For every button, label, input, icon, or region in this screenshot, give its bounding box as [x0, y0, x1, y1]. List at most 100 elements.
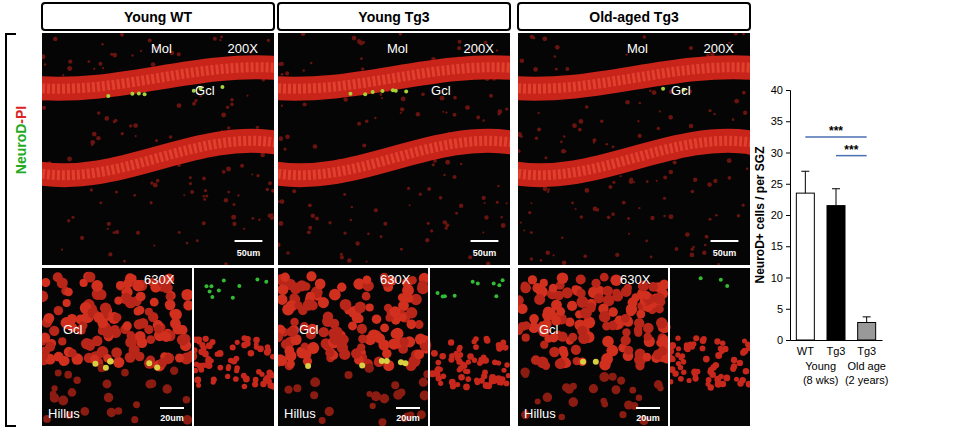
texture-cell — [577, 326, 587, 336]
texture-cell — [663, 175, 667, 179]
texture-cell — [460, 163, 462, 165]
texture-cell — [398, 313, 406, 321]
texture-cell — [178, 231, 181, 234]
texture-cell — [325, 407, 334, 416]
texture-cell — [233, 356, 239, 362]
texture-cell — [458, 374, 465, 381]
texture-cell — [251, 217, 254, 220]
texture-cell — [357, 39, 361, 43]
texture-cell — [730, 366, 736, 372]
texture-cell — [256, 174, 259, 177]
texture-cell — [383, 222, 387, 226]
texture-cell — [570, 383, 577, 390]
texture-cell — [156, 179, 160, 183]
error-bar — [832, 189, 840, 206]
texture-cell — [673, 160, 677, 164]
texture-cell — [287, 360, 295, 368]
significance-label: *** — [829, 124, 843, 138]
texture-cell — [453, 113, 457, 117]
texture-green — [593, 359, 599, 365]
texture-cell — [68, 59, 72, 63]
texture-green — [208, 289, 212, 293]
texture-cell — [71, 216, 74, 219]
texture-cell — [224, 198, 228, 202]
texture-cell — [600, 398, 606, 404]
texture-cell — [308, 226, 312, 230]
y-tick: 15 — [771, 240, 790, 252]
texture-cell — [67, 157, 72, 162]
scale-bar — [711, 240, 739, 242]
texture-cell — [310, 377, 320, 387]
texture-cell — [476, 116, 479, 119]
region-label: Hillus — [48, 406, 80, 421]
texture-cell — [737, 214, 741, 218]
texture-green — [143, 92, 147, 96]
texture-cell — [357, 343, 365, 351]
texture-cell — [102, 379, 111, 388]
texture-cell — [107, 408, 116, 417]
x-axis-line — [791, 340, 883, 341]
texture-cell — [343, 193, 346, 196]
texture-cell — [742, 91, 746, 95]
group-label: Old age — [847, 360, 886, 372]
texture-cell — [591, 279, 600, 288]
texture-cell — [560, 350, 568, 358]
texture-cell — [558, 414, 565, 421]
texture-cell — [459, 204, 463, 208]
texture-cell — [604, 295, 614, 305]
texture-cell — [97, 111, 100, 114]
texture-cell — [203, 198, 206, 201]
texture-cell — [562, 287, 573, 298]
texture-cell — [162, 384, 171, 393]
texture-cell — [91, 280, 103, 292]
texture-cell — [542, 36, 547, 41]
texture-cell — [501, 223, 506, 228]
texture-cell — [360, 57, 363, 60]
texture-cell — [357, 122, 361, 126]
texture-cell — [463, 384, 470, 391]
texture-cell — [680, 353, 685, 358]
y-tick-mark — [786, 184, 790, 185]
texture-cell — [133, 194, 136, 197]
y-tick: 30 — [771, 147, 790, 159]
texture-cell — [284, 385, 292, 393]
y-tick-mark — [786, 215, 790, 216]
texture-cell — [252, 381, 258, 387]
texture-cell — [523, 229, 525, 231]
texture-cell — [700, 345, 706, 351]
texture-cell — [380, 235, 383, 238]
texture-cell — [691, 370, 697, 376]
texture-cell — [429, 370, 436, 377]
texture-cell — [40, 333, 50, 343]
texture-cell — [708, 109, 711, 112]
texture-cell — [116, 281, 124, 289]
texture-green — [359, 363, 365, 369]
texture-cell — [350, 219, 352, 221]
texture-cell — [656, 180, 658, 182]
texture-cell — [107, 228, 109, 230]
texture-cell — [482, 119, 484, 121]
texture-cell — [520, 221, 522, 223]
texture-cell — [520, 283, 531, 294]
texture-cell — [737, 360, 743, 366]
texture-cell — [226, 167, 231, 172]
texture-cell — [643, 35, 646, 38]
texture-cell — [49, 326, 59, 336]
texture-cell — [186, 242, 189, 245]
y-tick-mark — [786, 90, 790, 91]
granule-layer-core — [278, 67, 510, 89]
texture-cell — [365, 119, 369, 123]
texture-cell — [277, 284, 288, 295]
image-background — [194, 268, 274, 426]
texture-cell — [267, 39, 270, 42]
texture-cell — [290, 283, 302, 295]
texture-cell — [486, 262, 490, 265]
texture-cell — [506, 202, 508, 204]
texture-cell — [692, 246, 695, 249]
texture-cell — [529, 314, 539, 324]
texture-cell — [609, 373, 617, 381]
texture-cell — [243, 228, 245, 230]
texture-cell — [455, 382, 460, 387]
granule-layer-core — [42, 141, 274, 175]
scale-bar-label: 50um — [473, 248, 497, 258]
